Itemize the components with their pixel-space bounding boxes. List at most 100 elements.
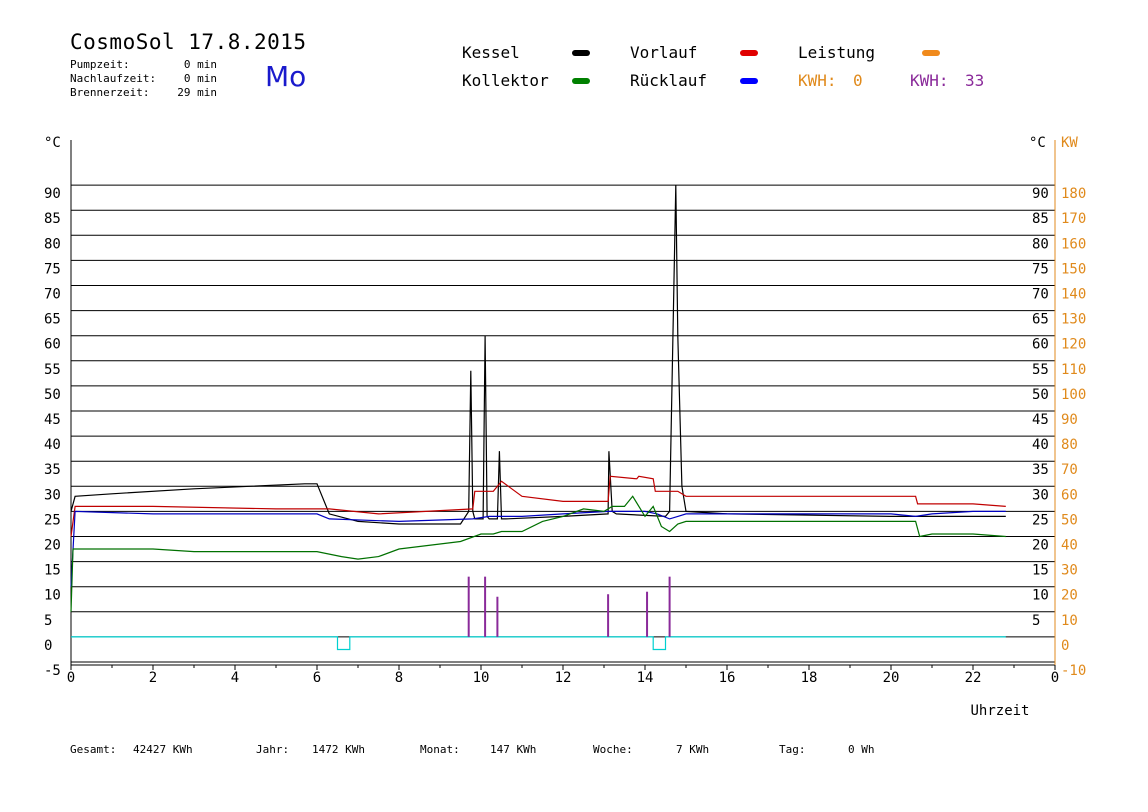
- legend-kwh-purple-label: KWH:: [910, 71, 949, 90]
- y-unit-left: °C: [44, 135, 61, 151]
- x-axis-label: Uhrzeit: [970, 703, 1029, 719]
- footer-monat-label: Monat:: [420, 743, 460, 756]
- y-tick-right-kw: 80: [1061, 437, 1078, 453]
- y-tick-right-c: 5: [1032, 613, 1040, 629]
- y-tick-right-c: 45: [1032, 412, 1049, 428]
- x-tick-label: 12: [555, 670, 572, 686]
- x-tick-label: 0: [1051, 670, 1059, 686]
- x-tick-label: 20: [883, 670, 900, 686]
- y-tick-right-c: 15: [1032, 563, 1049, 579]
- y-tick-left: 60: [44, 337, 61, 353]
- y-tick-right-c: 55: [1032, 362, 1049, 378]
- y-tick-right-c: 30: [1032, 487, 1049, 503]
- stat-value-brennerzeit: 29 min: [177, 86, 217, 99]
- y-tick-right-c: 35: [1032, 462, 1049, 478]
- x-tick-label: 0: [67, 670, 75, 686]
- y-tick-right-kw: 130: [1061, 312, 1086, 328]
- y-tick-left: 20: [44, 538, 61, 554]
- y-tick-right-c: 10: [1032, 588, 1049, 604]
- y-tick-right-c: 40: [1032, 437, 1049, 453]
- y-tick-right-kw: 20: [1061, 588, 1078, 604]
- legend-ruecklauf-label: Rücklauf: [630, 71, 708, 90]
- y-tick-right-kw: 160: [1061, 236, 1086, 252]
- y-tick-left: 90: [44, 186, 61, 202]
- legend-ruecklauf-swatch: [740, 78, 758, 84]
- page-title: CosmoSol 17.8.2015: [70, 30, 307, 54]
- y-tick-left: -5: [44, 663, 61, 679]
- y-tick-right-kw: 0: [1061, 638, 1069, 654]
- series-line-kessel: [70, 185, 1006, 525]
- legend-leistung-swatch: [922, 50, 940, 56]
- y-tick-right-c: 90: [1032, 186, 1049, 202]
- day-label: Mo: [265, 60, 307, 93]
- y-unit-right-c: °C: [1029, 135, 1046, 151]
- legend-kwh-purple-value: 33: [965, 71, 985, 90]
- y-tick-left: 10: [44, 588, 61, 604]
- x-tick-label: 6: [313, 670, 321, 686]
- legend-leistung-label: Leistung: [798, 43, 876, 62]
- y-tick-right-kw: 70: [1061, 462, 1078, 478]
- stat-value-pumpzeit: 0 min: [183, 58, 217, 71]
- x-tick-label: 22: [965, 670, 982, 686]
- y-tick-right-c: 85: [1032, 211, 1049, 227]
- series-line-rcklauf: [70, 510, 1006, 587]
- legend-vorlauf-label: Vorlauf: [630, 43, 698, 62]
- y-tick-left: 80: [44, 236, 61, 252]
- stat-label-nachlaufzeit: Nachlaufzeit:: [70, 72, 157, 85]
- y-tick-right-kw: 10: [1061, 613, 1078, 629]
- y-unit-right-kw: KW: [1061, 135, 1078, 151]
- legend-kollektor-label: Kollektor: [462, 71, 549, 90]
- y-tick-right-kw: 140: [1061, 287, 1086, 303]
- x-tick-label: 8: [395, 670, 403, 686]
- series-line-kollektor: [70, 495, 1006, 612]
- stat-label-brennerzeit: Brennerzeit:: [70, 86, 150, 99]
- footer-woche-label: Woche:: [593, 743, 633, 756]
- legend-kessel-swatch: [572, 50, 590, 56]
- x-tick-label: 10: [473, 670, 490, 686]
- y-tick-right-kw: 30: [1061, 563, 1078, 579]
- y-tick-left: 15: [44, 563, 61, 579]
- y-tick-right-kw: 110: [1061, 362, 1086, 378]
- x-tick-label: 14: [637, 670, 654, 686]
- footer-monat-value: 147 KWh: [490, 743, 537, 756]
- legend-kwh-orange-label: KWH:: [798, 71, 837, 90]
- footer-jahr-value: 1472 KWh: [312, 743, 365, 756]
- y-tick-left: 35: [44, 462, 61, 478]
- y-tick-right-c: 25: [1032, 512, 1049, 528]
- y-tick-right-kw: 180: [1061, 186, 1086, 202]
- legend-kollektor-swatch: [572, 78, 590, 84]
- legend-vorlauf-swatch: [740, 50, 758, 56]
- footer-woche-value: 7 KWh: [676, 743, 710, 756]
- y-tick-right-kw: 170: [1061, 211, 1086, 227]
- y-tick-left: 70: [44, 287, 61, 303]
- y-tick-right-c: 50: [1032, 387, 1049, 403]
- y-tick-right-kw: -10: [1061, 663, 1086, 679]
- x-tick-label: 18: [801, 670, 818, 686]
- y-tick-left: 55: [44, 362, 61, 378]
- y-tick-left: 50: [44, 387, 61, 403]
- legend-kwh-orange-value: 0: [853, 71, 863, 90]
- y-tick-right-c: 20: [1032, 538, 1049, 554]
- y-tick-left: 0: [44, 638, 52, 654]
- stat-label-pumpzeit: Pumpzeit:: [70, 58, 130, 71]
- x-tick-label: 2: [149, 670, 157, 686]
- x-tick-label: 4: [231, 670, 239, 686]
- y-tick-right-kw: 40: [1061, 538, 1078, 554]
- series-line-leistung: [71, 636, 1006, 651]
- footer-gesamt-label: Gesamt:: [70, 743, 117, 756]
- series-line-vorlauf: [70, 475, 1006, 537]
- stat-value-nachlaufzeit: 0 min: [183, 72, 217, 85]
- legend-kessel-label: Kessel: [462, 43, 520, 62]
- y-tick-right-c: 80: [1032, 236, 1049, 252]
- y-tick-right-kw: 90: [1061, 412, 1078, 428]
- y-tick-left: 75: [44, 261, 61, 277]
- y-tick-right-c: 70: [1032, 287, 1049, 303]
- y-tick-left: 5: [44, 613, 52, 629]
- y-tick-left: 30: [44, 487, 61, 503]
- x-tick-label: 16: [719, 670, 736, 686]
- y-tick-left: 65: [44, 312, 61, 328]
- y-tick-left: 85: [44, 211, 61, 227]
- y-tick-right-c: 60: [1032, 337, 1049, 353]
- y-tick-right-kw: 60: [1061, 487, 1078, 503]
